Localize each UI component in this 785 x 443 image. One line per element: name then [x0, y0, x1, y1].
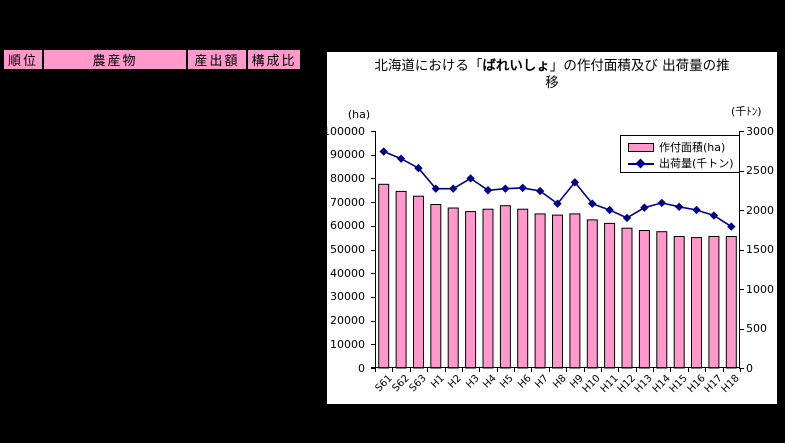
- bar-H5: [499, 205, 511, 369]
- right-axis-label-3000: 3000: [746, 124, 774, 138]
- bar-H17: [708, 236, 720, 369]
- left-axis-label-70000: 70000: [330, 195, 365, 209]
- bar-H14: [656, 231, 668, 369]
- legend-diamond-marker-icon: [635, 158, 646, 168]
- left-axis-label-30000: 30000: [330, 290, 365, 304]
- left-axis-label-60000: 60000: [330, 219, 365, 233]
- left-axis-label-20000: 20000: [330, 314, 365, 328]
- line-marker-S61: [379, 147, 388, 156]
- left-axis-label-80000: 80000: [330, 171, 365, 185]
- left-axis-label-100000: 100000: [323, 124, 365, 138]
- legend-label-shipment: 出荷量(千トン): [659, 157, 734, 170]
- legend-bar-swatch-icon: [628, 142, 654, 152]
- line-marker-H1: [431, 184, 441, 193]
- chart-canvas: [371, 131, 744, 372]
- legend-item-shipment: 出荷量(千トン): [628, 155, 739, 171]
- line-marker-H16: [692, 205, 701, 215]
- line-marker-S62: [396, 154, 406, 163]
- bar-H1: [430, 204, 442, 369]
- bar-H16: [691, 237, 702, 369]
- line-marker-H12: [622, 213, 632, 223]
- line-marker-H3: [466, 174, 475, 183]
- line-marker-S63: [414, 163, 423, 173]
- right-axis-label-1000: 1000: [746, 282, 774, 296]
- bar-S61: [378, 183, 390, 369]
- right-axis-unit-label: (千ﾄﾝ): [731, 105, 762, 118]
- bar-H15: [673, 236, 685, 369]
- line-marker-H8: [553, 199, 562, 208]
- bar-H11: [604, 222, 616, 369]
- bar-H10: [586, 219, 598, 369]
- bar-H3: [465, 211, 477, 369]
- bar-H9: [569, 213, 581, 369]
- left-axis-label-90000: 90000: [330, 148, 365, 162]
- left-axis-tick-labels: 0 10000 20000 30000 40000 50000 60000 70000 8000…: [323, 125, 370, 375]
- right-axis-label-1500: 1500: [746, 243, 774, 256]
- line-marker-H17: [709, 211, 719, 220]
- header-cell-output-value[interactable]: 産出額: [188, 50, 248, 69]
- right-axis-label-2000: 2000: [746, 203, 774, 217]
- bar-H7: [534, 213, 546, 369]
- left-axis-label-50000: 50000: [330, 243, 365, 256]
- chart-legend[interactable]: 作付面積(ha) 出荷量(千トン): [620, 135, 740, 173]
- spreadsheet-header-row: 順位 農産物 産出額 構成比: [2, 48, 302, 71]
- left-axis-label-10000: 10000: [330, 337, 365, 351]
- header-cell-share[interactable]: 構成比: [248, 50, 300, 69]
- bar-S63: [413, 195, 424, 369]
- chart-title-line2: 移: [545, 75, 559, 91]
- x-axis-tick-labels: S61 S62 S63 H1 H2 H3 H4 H5 H6 H7 H8 H9 H10 H11 H12 H13 H…: [373, 368, 742, 408]
- chart-title-line1: 北海道における「ばれいしょ」の作付面積及び 出荷量の推: [374, 58, 730, 74]
- line-marker-H18: [727, 222, 736, 231]
- bar-H2: [447, 207, 459, 369]
- line-marker-H5: [501, 184, 510, 193]
- line-marker-H2: [449, 184, 458, 193]
- left-axis-label-40000: 40000: [330, 266, 365, 280]
- header-cell-crop[interactable]: 農産物: [44, 50, 188, 69]
- right-axis-tick-labels: 0 500 1000 1500 2000 2500 3000: [746, 125, 777, 375]
- right-axis-label-500: 500: [746, 322, 767, 335]
- bar-H8: [552, 214, 563, 369]
- bar-H6: [517, 208, 529, 369]
- legend-label-area: 作付面積(ha): [659, 141, 726, 154]
- chart-object[interactable]: 北海道における「ばれいしょ」の作付面積及び 出荷量の推 移 (ha) (千ﾄﾝ)…: [323, 52, 777, 404]
- line-marker-H13: [640, 203, 649, 212]
- right-axis-label-0: 0: [746, 361, 753, 375]
- line-marker-H6: [518, 183, 527, 193]
- bar-H18: [725, 236, 737, 369]
- bar-S62: [395, 190, 407, 369]
- line-marker-H15: [674, 202, 684, 212]
- left-axis-unit-label: (ha): [347, 108, 371, 121]
- legend-item-area: 作付面積(ha): [628, 139, 739, 155]
- bar-H4: [482, 208, 494, 369]
- line-marker-H14: [657, 198, 666, 208]
- left-axis-label-0: 0: [358, 361, 365, 375]
- bar-H12: [621, 227, 633, 369]
- line-marker-H11: [605, 205, 614, 215]
- bar-H13: [638, 230, 650, 369]
- right-axis-label-2500: 2500: [746, 164, 774, 177]
- chart-title: 北海道における「ばれいしょ」の作付面積及び 出荷量の推 移: [352, 58, 752, 92]
- legend-line-swatch-icon: [628, 158, 654, 168]
- header-cell-rank[interactable]: 順位: [4, 50, 44, 69]
